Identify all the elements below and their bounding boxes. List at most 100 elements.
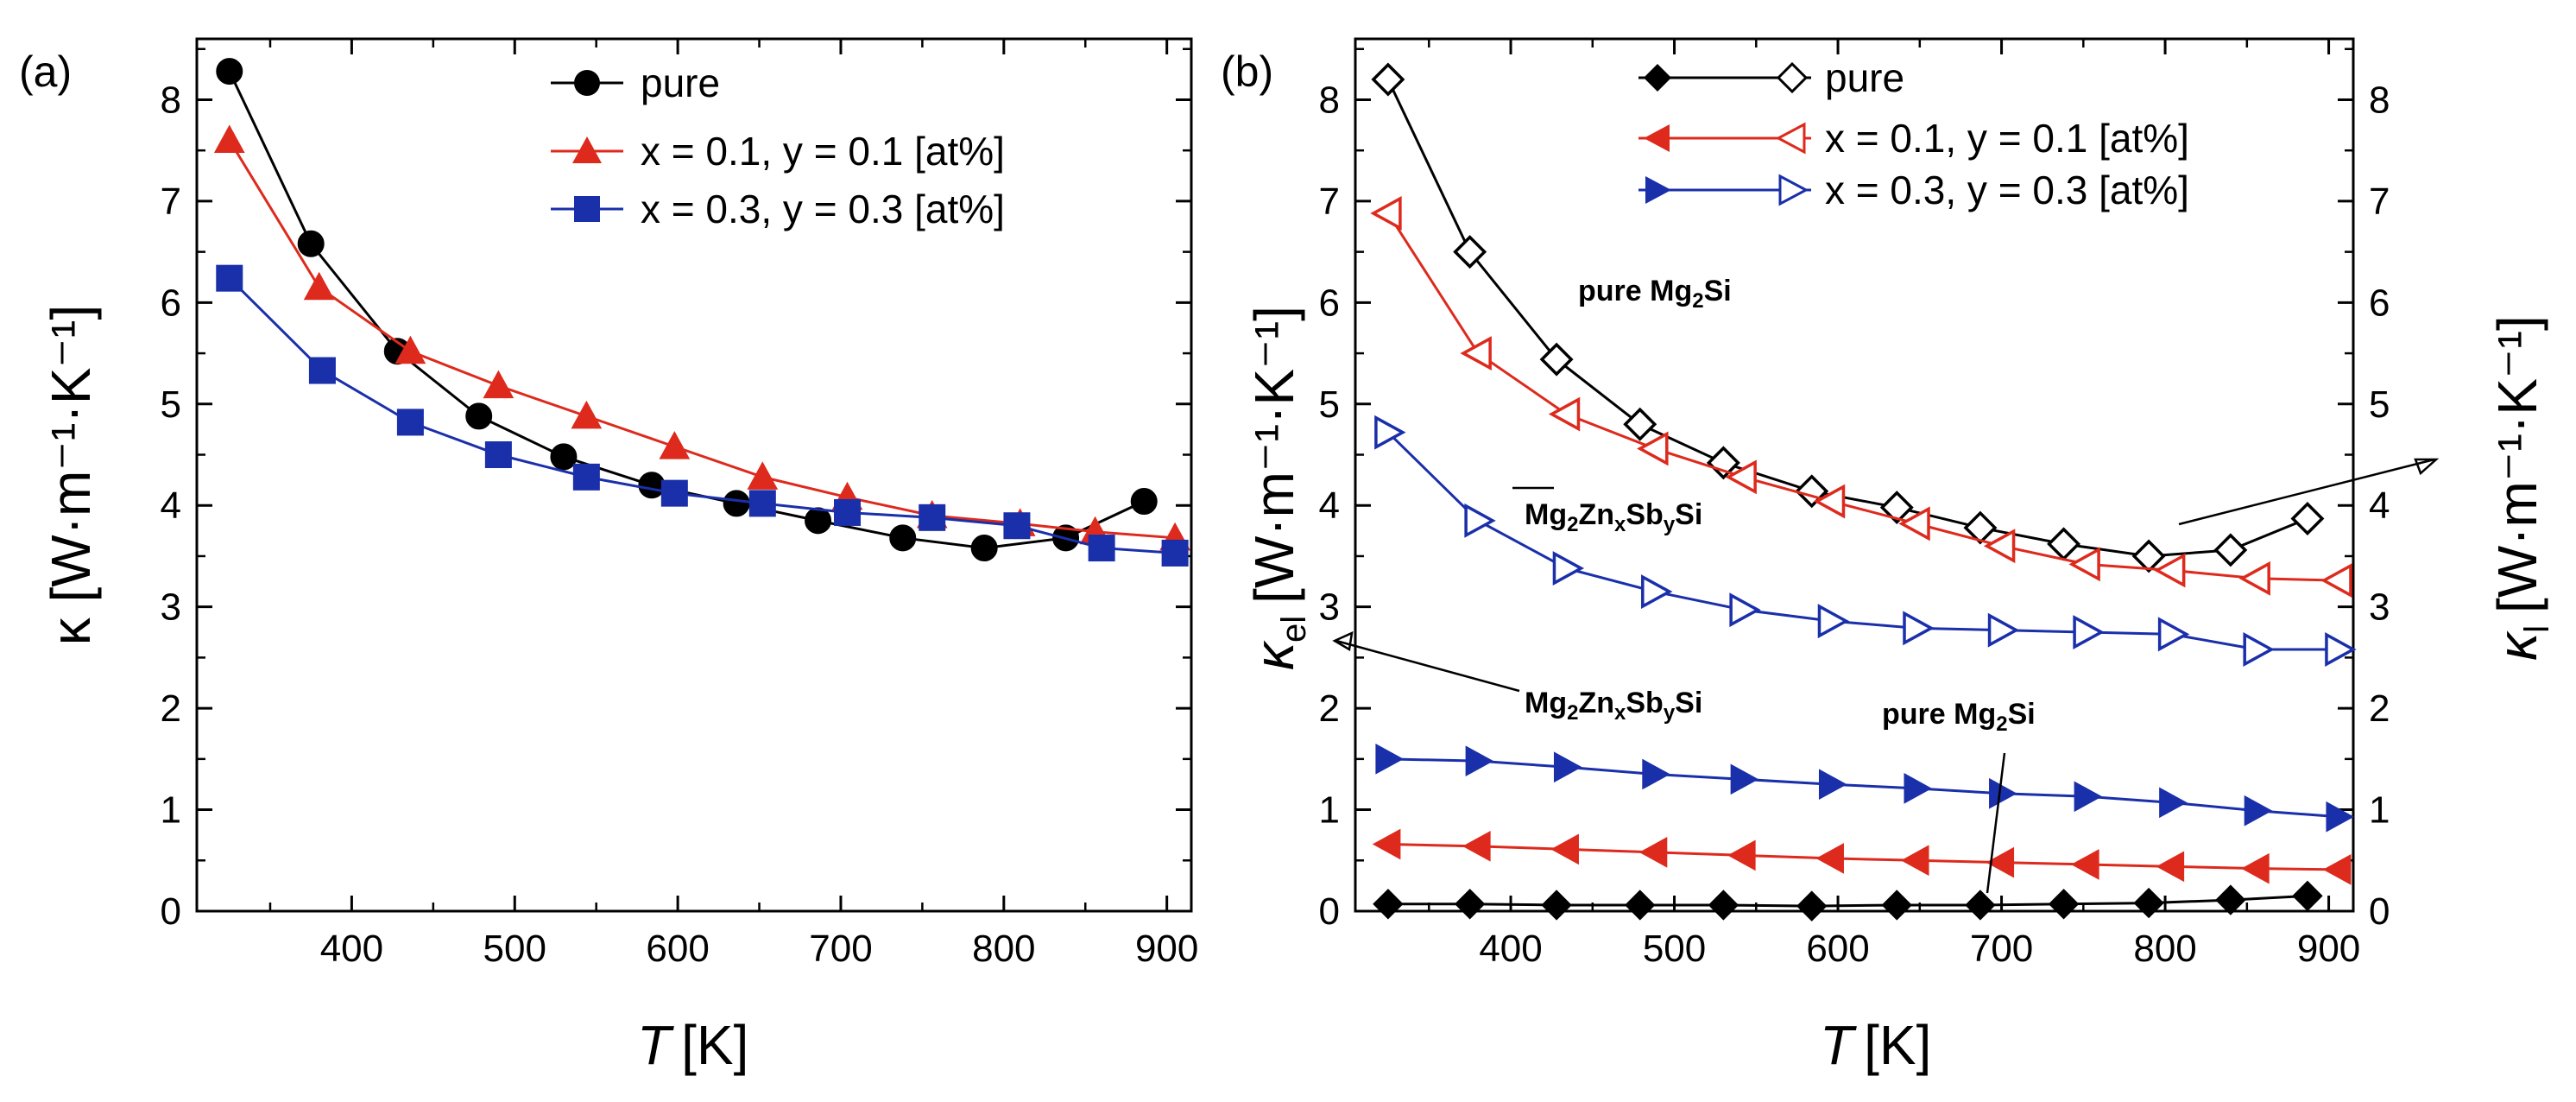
panel-b-x-unit: [K]: [1864, 1014, 1931, 1076]
data-point-a-2-2: [396, 408, 424, 436]
data-point-a-2-6: [748, 490, 776, 517]
data-point-a-0-9: [970, 535, 998, 562]
y-tick-label-7: 7: [161, 180, 181, 223]
data-point-a-2-8: [919, 504, 946, 531]
data-point-b-3-4: [1708, 890, 1739, 921]
panel-b-left-y-axis-label: κel [W·m⁻¹·K⁻¹]: [1243, 306, 1313, 670]
panel-a-x-symbol: T: [637, 1014, 674, 1076]
data-point-b-5-10: [2244, 795, 2273, 826]
data-point-b-0-2: [1539, 342, 1574, 377]
legend-a-pure-label: pure: [641, 60, 720, 105]
x-tick-label-800: 800: [2133, 928, 2196, 970]
data-point-a-2-10: [1088, 535, 1115, 562]
arrow-to-right-axis: [2178, 458, 2435, 526]
y-right-tick-label-3: 3: [2369, 586, 2390, 629]
kappa-l-subscript: l: [2518, 625, 2556, 633]
y-tick-label-1: 1: [161, 789, 181, 832]
data-point-b-4-5: [1815, 843, 1844, 874]
y-tick-label-0: 0: [1319, 890, 1340, 933]
y-right-tick-label-7: 7: [2369, 180, 2390, 223]
data-point-b-5-8: [2074, 781, 2103, 813]
data-point-b-5-0: [1375, 743, 1404, 775]
panel-a: (a) 400 500 600 700 800 900 0 1 2 3 4 5 6 7 8 T [K] κ …: [19, 37, 1198, 1076]
panel-b: (b) 400 500 600 700 800 900 0 0 1 1 2 2 3 3 4 4 5 5 6 6 7 7 8…: [1221, 37, 2556, 1076]
y-right-tick-label-5: 5: [2369, 383, 2390, 426]
legend-b-x01-label: x = 0.1, y = 0.1 [at%]: [1825, 116, 2189, 161]
series-line-b-5: [1387, 757, 2339, 819]
data-point-b-2-9: [2157, 617, 2190, 652]
data-point-b-5-3: [1642, 758, 1670, 790]
data-point-b-0-9: [2131, 539, 2166, 573]
legend-a-x01-label: x = 0.1, y = 0.1 [at%]: [641, 129, 1005, 174]
series-line-b-1: [1386, 212, 2339, 582]
x-tick-label-500: 500: [1643, 928, 1706, 970]
y-tick-label-8: 8: [1319, 79, 1340, 121]
x-tick-label-700: 700: [809, 928, 872, 970]
series-line-b-2: [1386, 431, 2339, 651]
y-right-tick-label-2: 2: [2369, 687, 2390, 730]
legend-a-x03-label: x = 0.3, y = 0.3 [at%]: [641, 187, 1005, 231]
y-tick-label-6: 6: [1319, 282, 1340, 324]
data-point-b-2-5: [1817, 604, 1850, 639]
data-point-b-2-7: [1987, 612, 2020, 648]
annotation-mgznsbsi-upper: Mg2ZnxSbySi: [1525, 498, 1702, 536]
data-point-b-0-10: [2213, 533, 2248, 567]
data-point-b-4-1: [1462, 830, 1491, 862]
data-point-b-2-6: [1903, 611, 1935, 646]
x-tick-label-900: 900: [1135, 928, 1198, 970]
data-point-b-3-2: [1541, 890, 1572, 921]
data-point-a-0-3: [465, 402, 493, 430]
svg-text:κel[W·m⁻¹·K⁻¹]: κel [W·m⁻¹·K⁻¹]: [1243, 306, 1313, 670]
panel-a-plot-frame: [195, 37, 1193, 913]
y-tick-label-3: 3: [161, 586, 181, 629]
panel-b-plot-frame: [1354, 37, 2355, 913]
panel-a-label: (a): [19, 48, 72, 96]
data-point-b-1-4: [1725, 459, 1757, 495]
data-point-b-1-11: [2320, 563, 2352, 598]
data-point-b-0-0: [1371, 62, 1405, 97]
data-point-b-2-1: [1464, 503, 1496, 538]
data-point-b-4-10: [2241, 852, 2270, 884]
panel-a-x-unit: [K]: [681, 1014, 748, 1076]
data-point-b-5-11: [2326, 801, 2354, 833]
legend-b-x03-label: x = 0.3, y = 0.3 [at%]: [1825, 168, 2189, 212]
data-point-a-0-6: [723, 490, 750, 517]
data-point-a-1-6: [747, 461, 779, 490]
legend-a-x03-marker: [574, 196, 600, 222]
panel-b-x-axis-label: T [K]: [1820, 1014, 1931, 1076]
y-tick-label-8: 8: [161, 79, 181, 121]
data-point-a-2-11: [1161, 539, 1189, 567]
legend-b-pure-label: pure: [1825, 55, 1904, 100]
y-tick-label-4: 4: [161, 484, 181, 527]
data-point-b-0-11: [2290, 502, 2325, 535]
data-point-b-4-8: [2071, 849, 2099, 880]
data-point-b-2-8: [2073, 615, 2105, 649]
data-point-b-1-5: [1813, 484, 1846, 519]
legend-a-x01-marker: [572, 136, 602, 163]
y-tick-label-7: 7: [1319, 180, 1340, 223]
arrow-to-left-axis-head: [1332, 630, 1354, 652]
series-line-a-1: [228, 139, 1176, 540]
legend-a-pure-marker: [574, 70, 600, 96]
annotation-pure-upper: pure Mg2Si: [1578, 275, 1732, 313]
data-point-a-1-5: [659, 431, 691, 459]
y-right-tick-label-6: 6: [2369, 282, 2390, 324]
data-point-b-4-11: [2322, 854, 2352, 885]
data-point-b-2-10: [2243, 632, 2275, 667]
kappa-l-symbol: κ: [2486, 630, 2548, 661]
data-point-b-4-0: [1372, 828, 1401, 860]
data-point-b-5-9: [2159, 787, 2188, 819]
data-point-b-4-4: [1727, 839, 1756, 871]
data-point-b-5-7: [1989, 777, 2017, 809]
data-point-b-0-1: [1453, 235, 1487, 269]
data-point-b-3-1: [1454, 889, 1486, 920]
data-point-b-4-6: [1900, 845, 1929, 877]
data-point-a-2-7: [834, 498, 862, 526]
legend-b-x01-filled-marker: [1644, 124, 1670, 152]
data-point-b-1-2: [1548, 396, 1581, 432]
x-tick-label-400: 400: [1479, 928, 1542, 970]
data-point-b-3-8: [2048, 889, 2080, 920]
data-point-a-2-3: [484, 441, 512, 469]
x-tick-label-600: 600: [646, 928, 709, 970]
data-point-b-4-3: [1638, 837, 1668, 868]
